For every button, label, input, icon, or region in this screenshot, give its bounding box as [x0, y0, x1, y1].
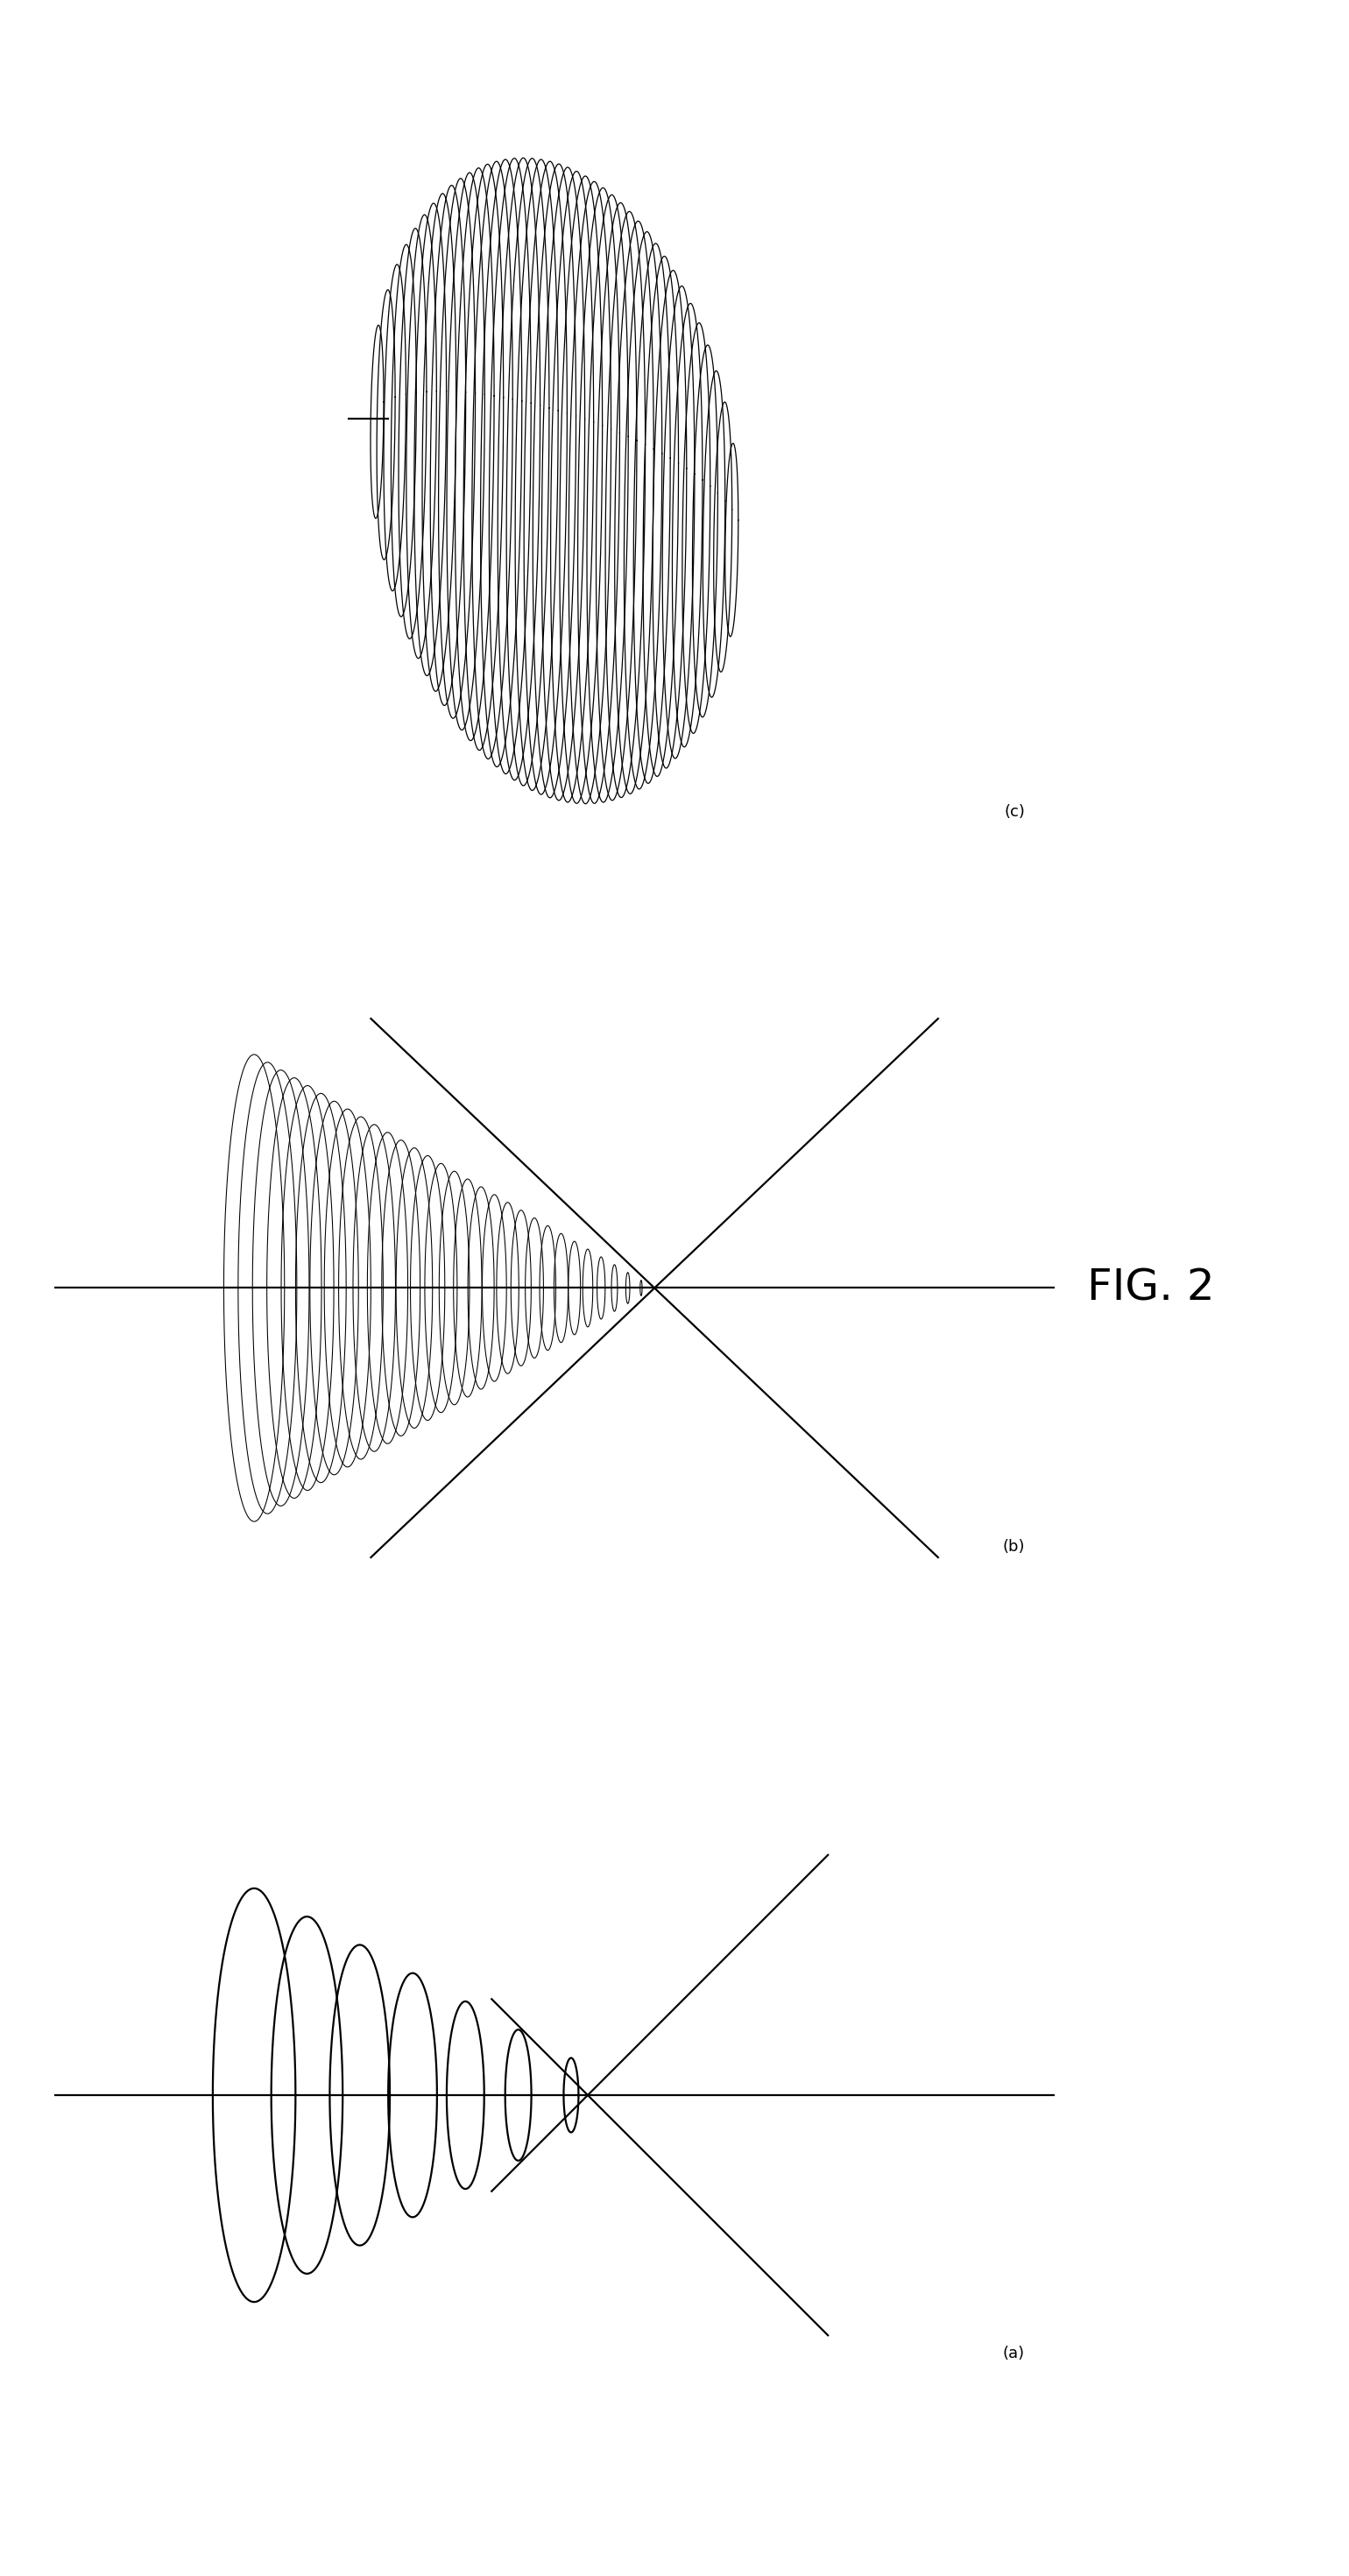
- Text: FIG. 2: FIG. 2: [1087, 1267, 1214, 1309]
- Text: (b): (b): [1002, 1538, 1025, 1553]
- Text: (a): (a): [1002, 2347, 1025, 2362]
- Text: (c): (c): [1004, 804, 1025, 819]
